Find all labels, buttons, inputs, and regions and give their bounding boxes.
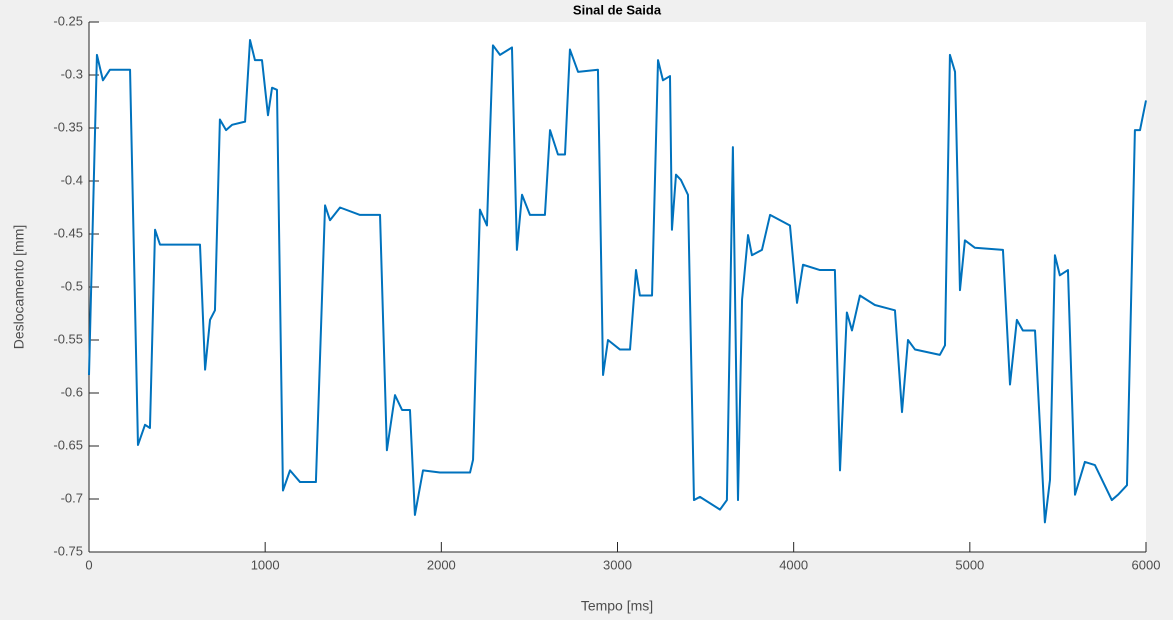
y-tick-label: -0.6 <box>61 384 83 399</box>
chart-title: Sinal de Saida <box>573 2 662 17</box>
data-line <box>88 39 1147 524</box>
y-tick-label: -0.65 <box>53 437 83 452</box>
plot-area <box>89 22 1146 552</box>
x-tick-label: 5000 <box>955 557 984 572</box>
y-tick-label: -0.4 <box>61 172 83 187</box>
y-tick-label: -0.3 <box>61 66 83 81</box>
y-tick-label: -0.5 <box>61 278 83 293</box>
x-axis-label: Tempo [ms] <box>581 598 653 614</box>
y-tick-label: -0.25 <box>53 13 83 28</box>
y-axis-label: Deslocamento [mm] <box>11 225 27 349</box>
x-tick-label: 2000 <box>427 557 456 572</box>
x-tick-label: 0 <box>85 557 92 572</box>
y-tick-label: -0.7 <box>61 490 83 505</box>
x-tick-label: 1000 <box>251 557 280 572</box>
x-tick-label: 3000 <box>603 557 632 572</box>
y-tick-label: -0.55 <box>53 331 83 346</box>
y-tick-label: -0.75 <box>53 543 83 558</box>
x-tick-label: 4000 <box>779 557 808 572</box>
x-tick-label: 6000 <box>1132 557 1161 572</box>
y-tick-label: -0.35 <box>53 119 83 134</box>
y-tick-label: -0.45 <box>53 225 83 240</box>
